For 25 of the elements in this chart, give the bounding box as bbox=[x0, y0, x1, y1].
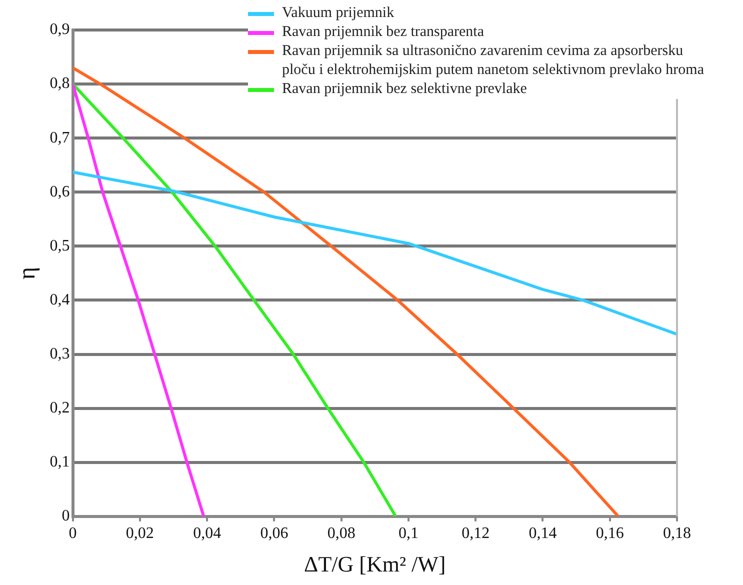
legend-label: Ravan prijemnik bez selektivne prevlake bbox=[282, 80, 527, 99]
legend-label: Ravan prijemnik sa ultrasonično zavarenim cevima za apsorbersku ploču i elektrohemijskim putem nanetom selektivnom prevlako hroma bbox=[282, 42, 705, 80]
y-tick-label: 0,4 bbox=[50, 291, 70, 308]
y-tick-label: 0 bbox=[62, 508, 70, 525]
x-tick-label: 0,06 bbox=[260, 525, 288, 542]
x-tick-label: 0,1 bbox=[398, 525, 418, 542]
x-tick-label: 0,08 bbox=[327, 525, 356, 542]
x-tick-label: 0,12 bbox=[462, 525, 490, 542]
x-tick-label: 0,18 bbox=[663, 525, 691, 542]
y-axis-title: η bbox=[14, 266, 41, 280]
y-tick-label: 0,5 bbox=[50, 237, 70, 254]
legend-label: Ravan prijemnik bez transparenta bbox=[282, 23, 484, 42]
y-tick-label: 0,9 bbox=[50, 21, 70, 38]
y-tick-label: 0,7 bbox=[50, 129, 70, 146]
x-tick-label: 0,04 bbox=[193, 525, 222, 542]
y-tick-label: 0,6 bbox=[50, 183, 70, 200]
legend-label: Vakuum prijemnik bbox=[282, 4, 394, 23]
x-axis-title: ΔT/G [Km² /W] bbox=[304, 552, 446, 577]
x-tick-label: 0,14 bbox=[528, 525, 557, 542]
y-tick-label: 0,3 bbox=[50, 345, 70, 362]
x-tick-label: 0,16 bbox=[596, 525, 624, 542]
y-tick-label: 0,2 bbox=[50, 400, 70, 417]
y-tick-label: 0,8 bbox=[50, 75, 70, 92]
y-tick-label: 0,1 bbox=[50, 454, 70, 471]
x-tick-label: 0,02 bbox=[126, 525, 154, 542]
